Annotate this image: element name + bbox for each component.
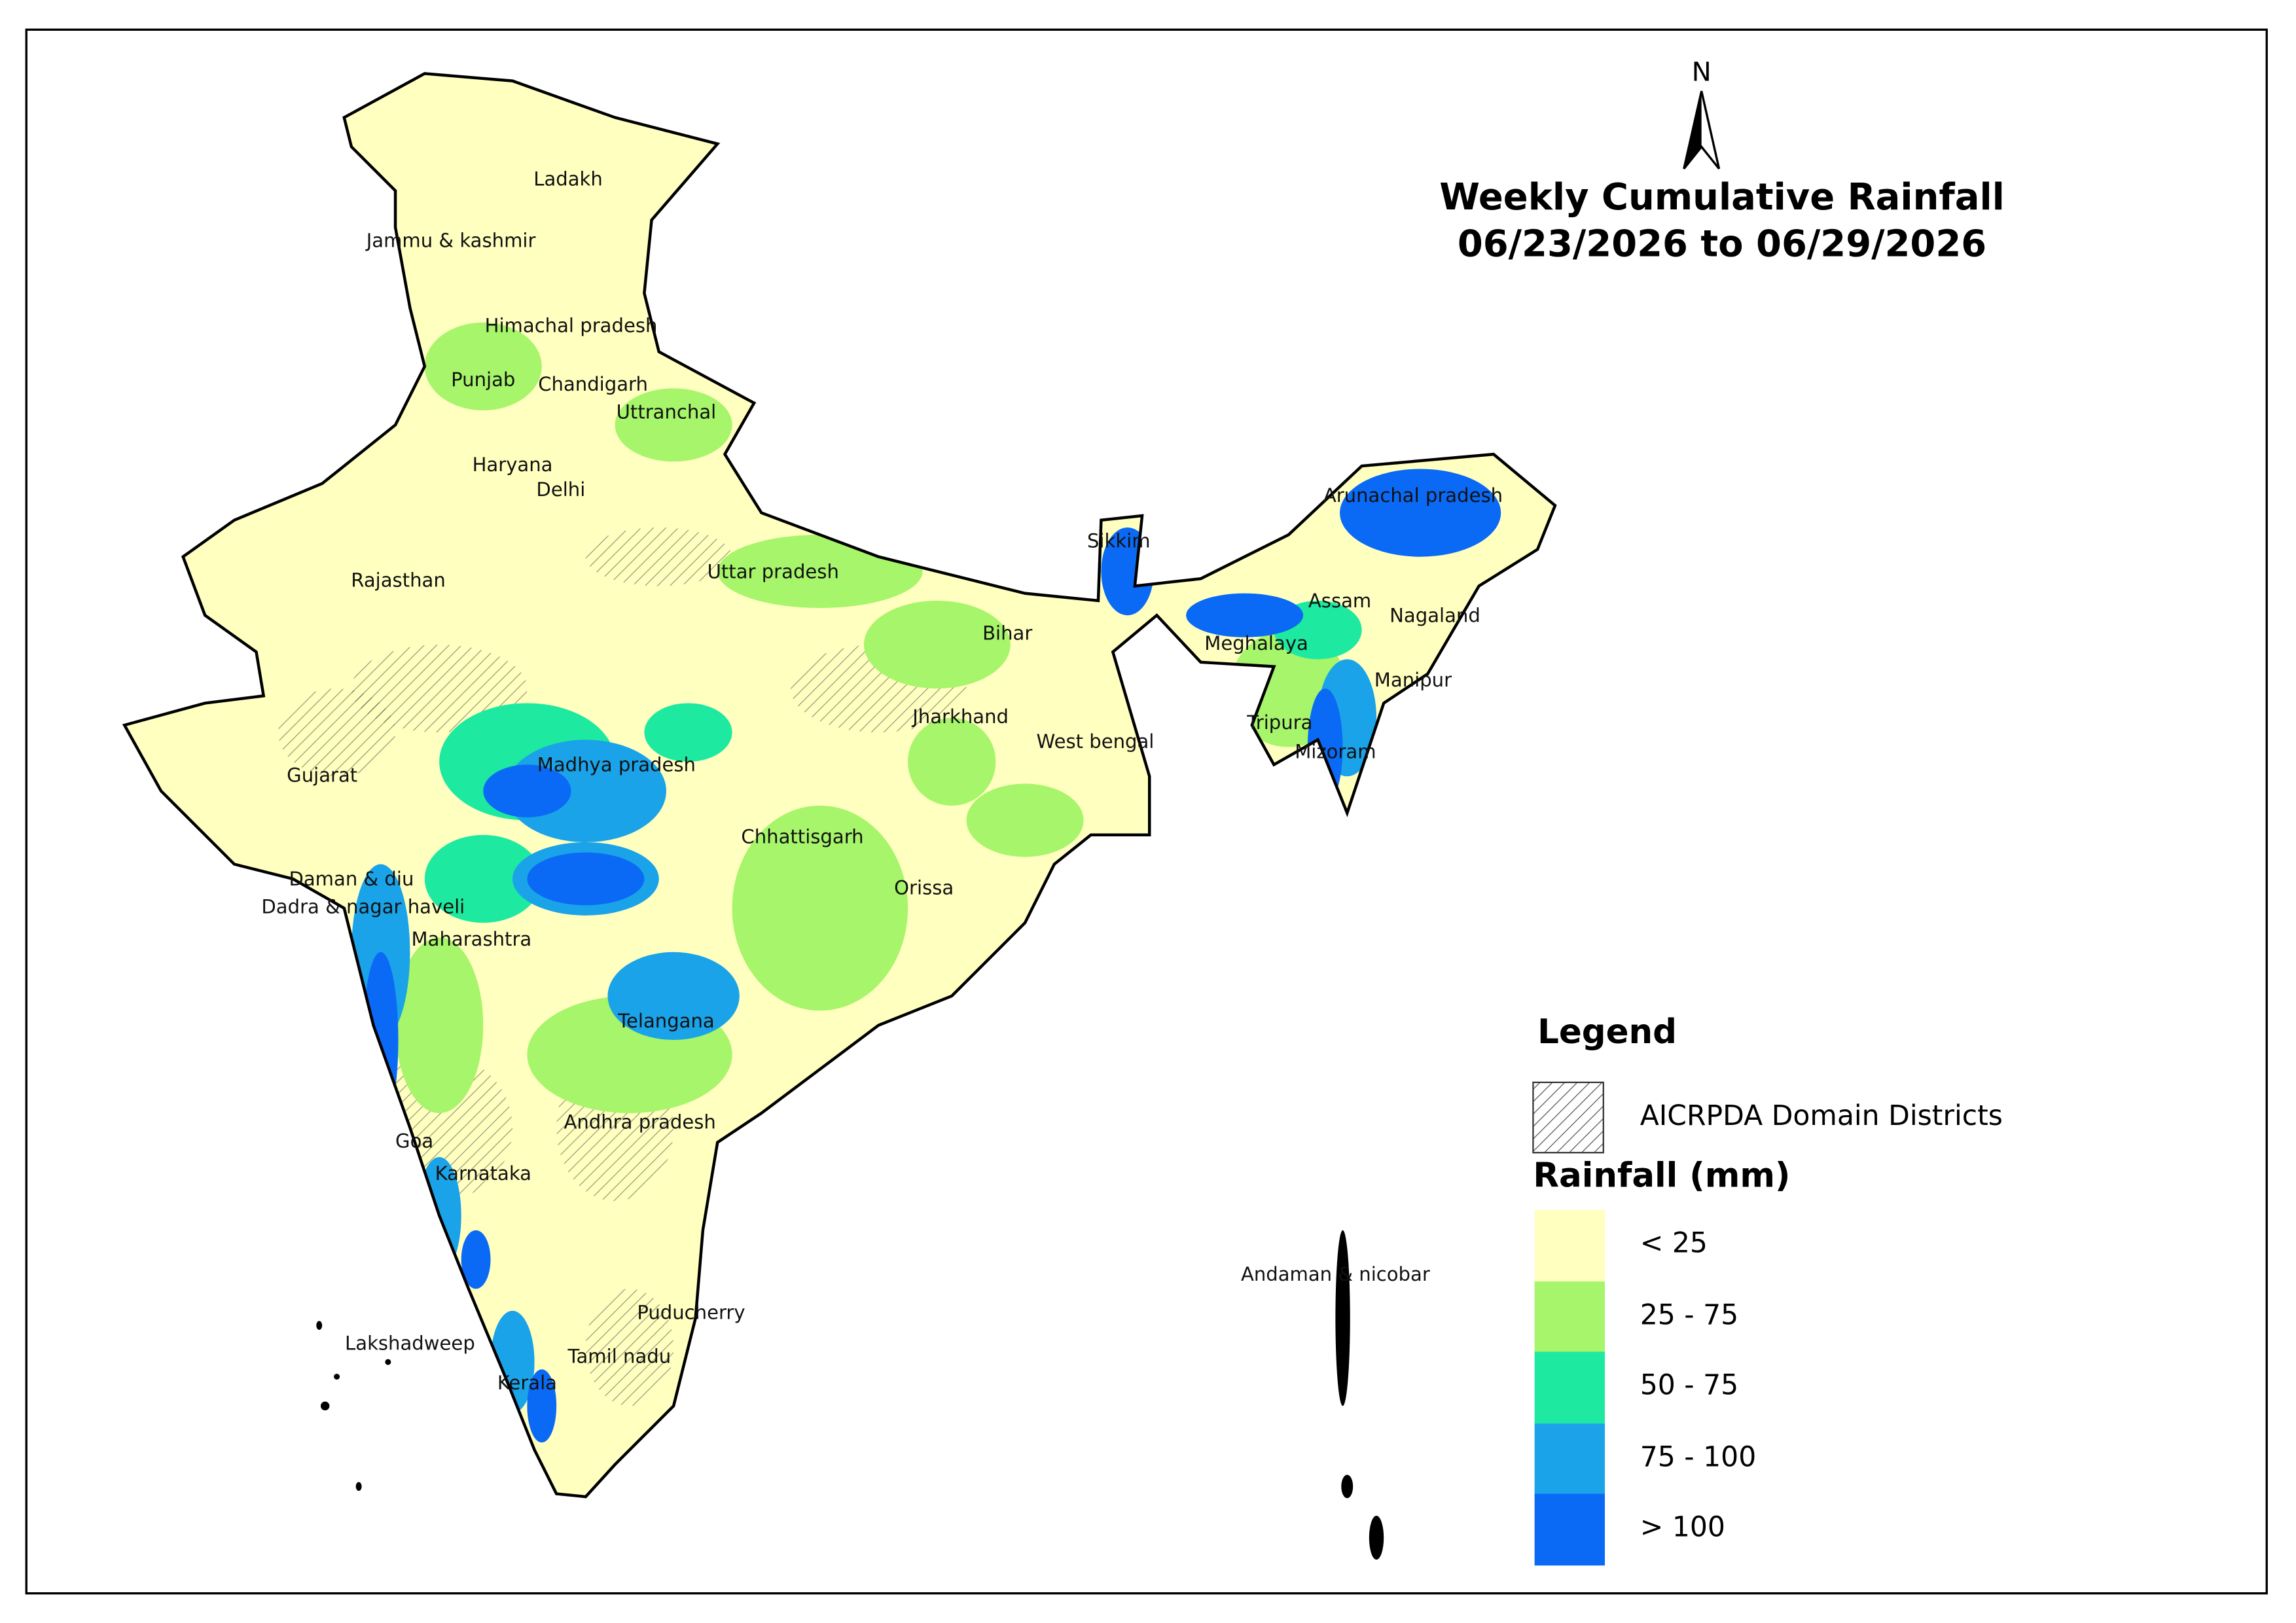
region-label: Delhi — [536, 478, 585, 501]
region-label: Andaman & nicobar — [1241, 1263, 1430, 1285]
region-label: Chhattisgarh — [741, 825, 863, 847]
island — [1335, 1230, 1350, 1406]
rainfall-patch — [424, 322, 542, 410]
island — [355, 1482, 362, 1491]
region-label: Madhya pradesh — [537, 754, 696, 776]
domain-hatch — [351, 644, 528, 733]
region-label: Uttranchal — [617, 401, 717, 423]
region-label: Telangana — [617, 1010, 715, 1032]
island — [1369, 1516, 1384, 1560]
rainfall-patch — [732, 806, 908, 1011]
region-label: Chandigarh — [538, 373, 648, 395]
legend-swatch — [1534, 1209, 1605, 1282]
region-label: Goa — [395, 1130, 433, 1152]
india-border — [122, 72, 1557, 1499]
rainfall-patch — [908, 717, 996, 806]
region-label: West bengal — [1037, 730, 1155, 753]
region-label: Jammu & kashmir — [365, 230, 536, 252]
legend-label: 25 - 75 — [1640, 1299, 1739, 1331]
region-label: Assam — [1308, 590, 1371, 612]
legend-label: 75 - 100 — [1640, 1441, 1757, 1473]
region-label: Andhra pradesh — [564, 1111, 715, 1133]
island — [320, 1401, 330, 1411]
title-line-2: 06/23/2026 to 06/29/2026 — [1458, 223, 1986, 266]
region-label: Nagaland — [1390, 604, 1480, 626]
legend-label: > 100 — [1640, 1512, 1725, 1544]
rainfall-patch — [483, 764, 571, 817]
region-label: Ladakh — [533, 168, 603, 190]
region-label: Himachal pradesh — [485, 314, 658, 336]
rainfall-patch — [966, 783, 1084, 857]
region-label: Puducherry — [637, 1301, 745, 1323]
legend-swatch — [1534, 1351, 1605, 1424]
island — [316, 1321, 323, 1330]
india-map — [122, 72, 1557, 1560]
region-label: Punjab — [451, 368, 515, 391]
legend-label: < 25 — [1640, 1228, 1708, 1260]
region-label: Dadra & nagar haveli — [261, 896, 465, 918]
legend-swatch — [1534, 1493, 1605, 1566]
region-label: Tripura — [1246, 711, 1312, 734]
rainfall-patches — [278, 322, 1501, 1443]
island — [1341, 1474, 1354, 1499]
region-label: Meghalaya — [1204, 632, 1308, 654]
rainfall-patch — [505, 740, 666, 842]
domain-hatch — [278, 688, 396, 777]
legend-classes: < 25 25 - 75 50 - 75 75 - 100 > 100 — [1534, 1209, 1757, 1566]
region-label: Arunachal pradesh — [1323, 484, 1503, 507]
rainfall-patch — [1186, 593, 1304, 637]
rainfall-patch — [644, 703, 732, 762]
region-label: Bihar — [982, 622, 1032, 644]
legend-title: Legend — [1537, 1012, 1677, 1052]
rainfall-patch — [615, 388, 732, 462]
region-label: Gujarat — [287, 764, 357, 786]
north-label: N — [1692, 57, 1712, 87]
hatch-swatch — [1532, 1081, 1604, 1154]
rainfall-patch — [1340, 469, 1501, 557]
rainfall-patch — [527, 1369, 557, 1443]
region-label: Tamil nadu — [567, 1345, 672, 1367]
rainfall-patch — [395, 937, 484, 1113]
legend-swatch — [1534, 1281, 1605, 1353]
region-label: Orissa — [894, 877, 954, 899]
rainfall-patch — [424, 834, 542, 923]
region-label: Daman & diu — [289, 868, 414, 890]
rainfall-patch — [527, 852, 645, 906]
island — [385, 1359, 391, 1365]
region-label: Jharkhand — [911, 705, 1009, 728]
rainfall-title: Rainfall (mm) — [1533, 1156, 1790, 1195]
region-label: Maharashtra — [412, 928, 532, 950]
region-label: Uttar pradesh — [708, 560, 839, 582]
domain-hatch — [585, 527, 732, 586]
rainfall-patch — [607, 952, 740, 1041]
region-label: Rajasthan — [351, 569, 446, 592]
island — [334, 1374, 340, 1380]
region-label: Mizoram — [1295, 741, 1376, 763]
region-label: Haryana — [473, 454, 553, 476]
region-label: Karnataka — [435, 1162, 531, 1185]
legend-swatch — [1534, 1423, 1605, 1495]
hatch-label: AICRPDA Domain Districts — [1640, 1100, 2003, 1132]
legend-label: 50 - 75 — [1640, 1370, 1739, 1402]
domain-hatch — [585, 1289, 674, 1406]
region-label: Sikkim — [1087, 529, 1151, 552]
rainfall-patch — [863, 600, 1011, 689]
rainfall-patch — [461, 1230, 491, 1289]
title-line-1: Weekly Cumulative Rainfall — [1439, 176, 2005, 219]
region-label: Kerala — [497, 1372, 557, 1394]
region-label: Lakshadweep — [345, 1332, 475, 1354]
region-label: Manipur — [1374, 669, 1452, 691]
